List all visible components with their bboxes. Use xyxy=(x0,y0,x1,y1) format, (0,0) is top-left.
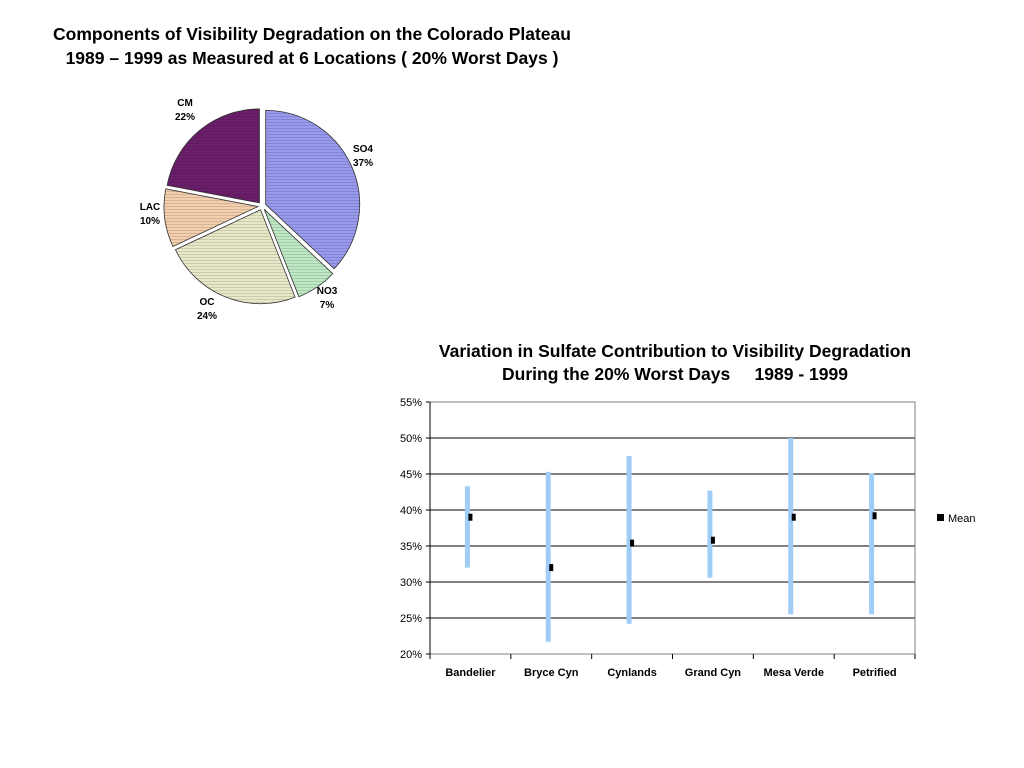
x-category-label: Petrified xyxy=(853,667,897,679)
y-tick-label: 30% xyxy=(400,577,422,589)
x-category-label: Bandelier xyxy=(445,667,496,679)
pie-title-line-1: Components of Visibility Degradation on … xyxy=(53,24,571,44)
mean-marker xyxy=(710,536,715,544)
range-title-line-1: Variation in Sulfate Contribution to Vis… xyxy=(438,341,912,361)
mean-marker xyxy=(630,539,635,547)
y-tick-label: 20% xyxy=(400,649,422,661)
mean-marker xyxy=(549,564,554,572)
pie-slice-texture-cm xyxy=(167,108,260,203)
pie-label-oc: OC xyxy=(200,297,215,308)
pie-title-line-2: 1989 – 1999 as Measured at 6 Locations (… xyxy=(65,48,559,68)
range-bar xyxy=(869,473,875,615)
mean-marker xyxy=(791,513,796,521)
pie-percent-lac: 10% xyxy=(140,216,160,227)
y-tick-label: 35% xyxy=(400,541,422,553)
range-bar xyxy=(464,486,470,568)
legend-mean-swatch xyxy=(937,514,944,521)
x-category-label: Mesa Verde xyxy=(763,667,824,679)
y-tick-label: 25% xyxy=(400,613,422,625)
mean-marker xyxy=(468,513,473,521)
pie-percent-cm: 22% xyxy=(175,112,195,123)
range-chart-title: Variation in Sulfate Contribution to Vis… xyxy=(340,340,1010,386)
range-bar xyxy=(545,471,551,642)
pie-label-no3: NO3 xyxy=(317,286,338,297)
pie-slice-texture-so4 xyxy=(265,110,360,269)
range-bar xyxy=(788,438,794,615)
y-tick-label: 40% xyxy=(400,505,422,517)
y-tick-label: 50% xyxy=(400,433,422,445)
range-chart: 20% 25% 30% 35% 40% 45% 50% 55% Bandelier Bryce C… xyxy=(400,397,976,679)
pie-slice-texture-oc xyxy=(175,209,296,304)
range-title-line-2: During the 20% Worst Days 1989 - 1999 xyxy=(502,364,848,384)
pie-percent-no3: 7% xyxy=(320,300,335,311)
pie-slice-texture-lac xyxy=(164,188,259,247)
pie-label-lac: LAC xyxy=(140,202,161,213)
legend-mean-label: Mean xyxy=(948,513,976,525)
pie-label-so4: SO4 xyxy=(353,144,373,155)
pie-label-cm: CM xyxy=(177,98,193,109)
pie-percent-so4: 37% xyxy=(353,158,373,169)
y-tick-label: 55% xyxy=(400,397,422,409)
range-bar xyxy=(707,490,713,578)
pie-percent-oc: 24% xyxy=(197,311,217,322)
y-tick-label: 45% xyxy=(400,469,422,481)
mean-marker xyxy=(872,512,877,520)
x-category-label: Bryce Cyn xyxy=(524,667,579,679)
x-category-label: Grand Cyn xyxy=(685,667,742,679)
pie-chart: SO4 37% NO3 7% OC 24% LAC 10% CM 22% xyxy=(140,98,374,322)
pie-slice-texture-no3 xyxy=(264,209,333,297)
x-category-label: Cynlands xyxy=(607,667,657,679)
pie-chart-title: Components of Visibility Degradation on … xyxy=(0,22,624,70)
range-bar xyxy=(626,456,632,624)
plot-area-border xyxy=(429,401,916,655)
